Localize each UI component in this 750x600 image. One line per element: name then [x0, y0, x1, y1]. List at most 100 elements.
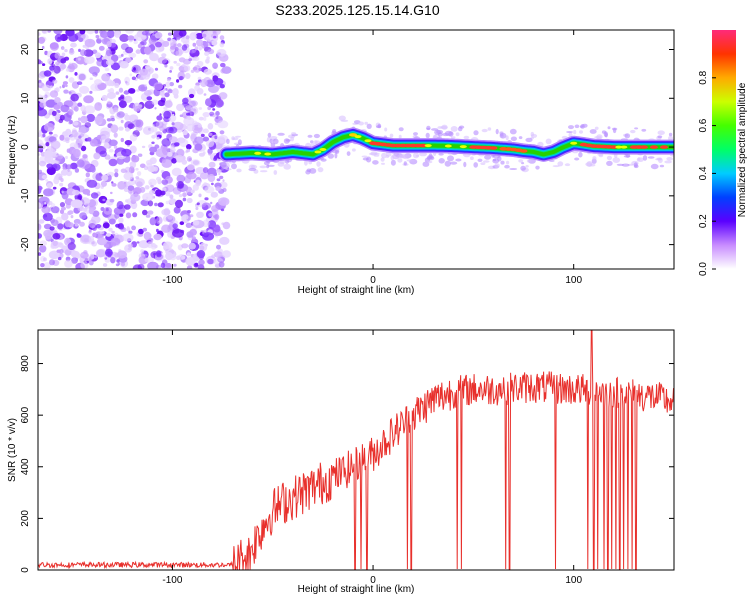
noise-speck — [84, 122, 92, 128]
ridge-halo-speck — [463, 135, 470, 140]
ridge-halo-speck — [545, 138, 552, 145]
snr-panel: -100 0 100 0 200 400 600 800 Height of straigh… — [7, 329, 675, 595]
noise-speck — [59, 209, 65, 214]
noise-speck — [142, 227, 147, 232]
noise-speck — [199, 245, 205, 251]
noise-speck — [220, 68, 226, 74]
noise-speck — [94, 79, 102, 85]
noise-speck — [206, 140, 215, 148]
ridge-halo-speck — [470, 156, 474, 160]
x-tick-label: 100 — [565, 275, 582, 286]
noise-speck — [72, 148, 81, 158]
noise-speck — [194, 136, 204, 145]
noise-speck — [128, 52, 137, 59]
ridge-halo-speck — [444, 160, 451, 167]
ridge-halo-speck — [455, 132, 460, 137]
noise-speck — [51, 110, 57, 116]
noise-speck — [142, 209, 148, 216]
noise-speck — [55, 61, 60, 66]
ridge-hotspot — [254, 151, 262, 155]
noise-speck — [157, 178, 162, 185]
ridge-halo-speck — [566, 131, 574, 133]
noise-speck — [125, 30, 135, 34]
noise-speck — [155, 189, 163, 197]
noise-speck — [214, 122, 218, 126]
noise-speck — [169, 194, 174, 199]
noise-speck — [221, 167, 224, 171]
noise-speck — [219, 84, 225, 89]
y-tick-label: 600 — [20, 406, 31, 423]
x-tick-label: -100 — [162, 275, 182, 286]
noise-speck — [90, 166, 96, 173]
ridge-halo-speck — [364, 121, 369, 125]
noise-speck — [162, 146, 170, 156]
ridge-halo-speck — [624, 133, 631, 139]
noise-speck — [213, 78, 224, 86]
noise-speck — [49, 90, 59, 98]
noise-speck — [128, 243, 134, 249]
ridge-halo-speck — [578, 151, 583, 158]
noise-speck — [138, 228, 144, 235]
noise-speck — [140, 200, 147, 206]
noise-speck — [133, 40, 138, 45]
noise-speck — [176, 43, 182, 48]
noise-speck — [73, 218, 81, 225]
noise-speck — [95, 249, 106, 258]
noise-speck — [147, 165, 156, 172]
noise-speck — [186, 210, 191, 214]
noise-speck — [48, 250, 60, 260]
noise-speck — [186, 112, 191, 116]
noise-speck — [197, 264, 205, 269]
noise-speck — [78, 37, 84, 43]
noise-speck — [169, 66, 174, 70]
noise-speck — [144, 258, 149, 262]
ridge-halo-speck — [607, 126, 611, 130]
noise-speck — [163, 262, 172, 269]
ridge-halo-speck — [338, 115, 346, 121]
noise-speck — [176, 174, 186, 183]
noise-speck — [84, 202, 90, 209]
ridge-halo-speck — [612, 157, 621, 164]
noise-speck — [88, 66, 100, 75]
noise-speck — [59, 86, 62, 89]
noise-speck — [176, 62, 181, 67]
noise-speck — [107, 100, 111, 105]
noise-speck — [116, 111, 125, 118]
noise-speck — [169, 70, 173, 73]
noise-speck — [49, 42, 60, 51]
ridge-hotspot — [364, 139, 372, 143]
ridge-halo-speck — [457, 126, 463, 132]
noise-speck — [161, 224, 171, 233]
noise-speck — [189, 93, 195, 99]
noise-speck — [213, 172, 218, 177]
noise-speck — [170, 45, 176, 50]
noise-speck — [71, 129, 78, 138]
noise-speck — [88, 208, 94, 215]
noise-speck — [65, 155, 68, 160]
noise-speck — [216, 48, 227, 57]
noise-speck — [188, 158, 192, 161]
noise-speck — [120, 137, 125, 143]
noise-speck — [146, 96, 153, 101]
ridge-halo-speck — [520, 165, 526, 171]
noise-speck — [44, 91, 51, 98]
noise-speck — [59, 182, 64, 187]
noise-speck — [106, 118, 112, 122]
noise-speck — [151, 141, 155, 145]
noise-speck — [182, 129, 188, 136]
noise-speck — [160, 190, 166, 196]
ridge-hotspot — [615, 145, 623, 149]
noise-speck — [122, 183, 128, 189]
noise-speck — [185, 35, 190, 40]
noise-speck — [202, 183, 205, 187]
ridge-halo-speck — [606, 155, 613, 161]
noise-speck — [202, 136, 210, 142]
noise-speck — [205, 98, 212, 107]
noise-speck — [109, 80, 116, 87]
ridge-halo-speck — [494, 163, 500, 169]
noise-speck — [208, 152, 212, 156]
noise-speck — [132, 264, 143, 269]
noise-speck — [86, 30, 95, 35]
ridge-halo-speck — [630, 129, 636, 134]
noise-speck — [53, 65, 61, 74]
